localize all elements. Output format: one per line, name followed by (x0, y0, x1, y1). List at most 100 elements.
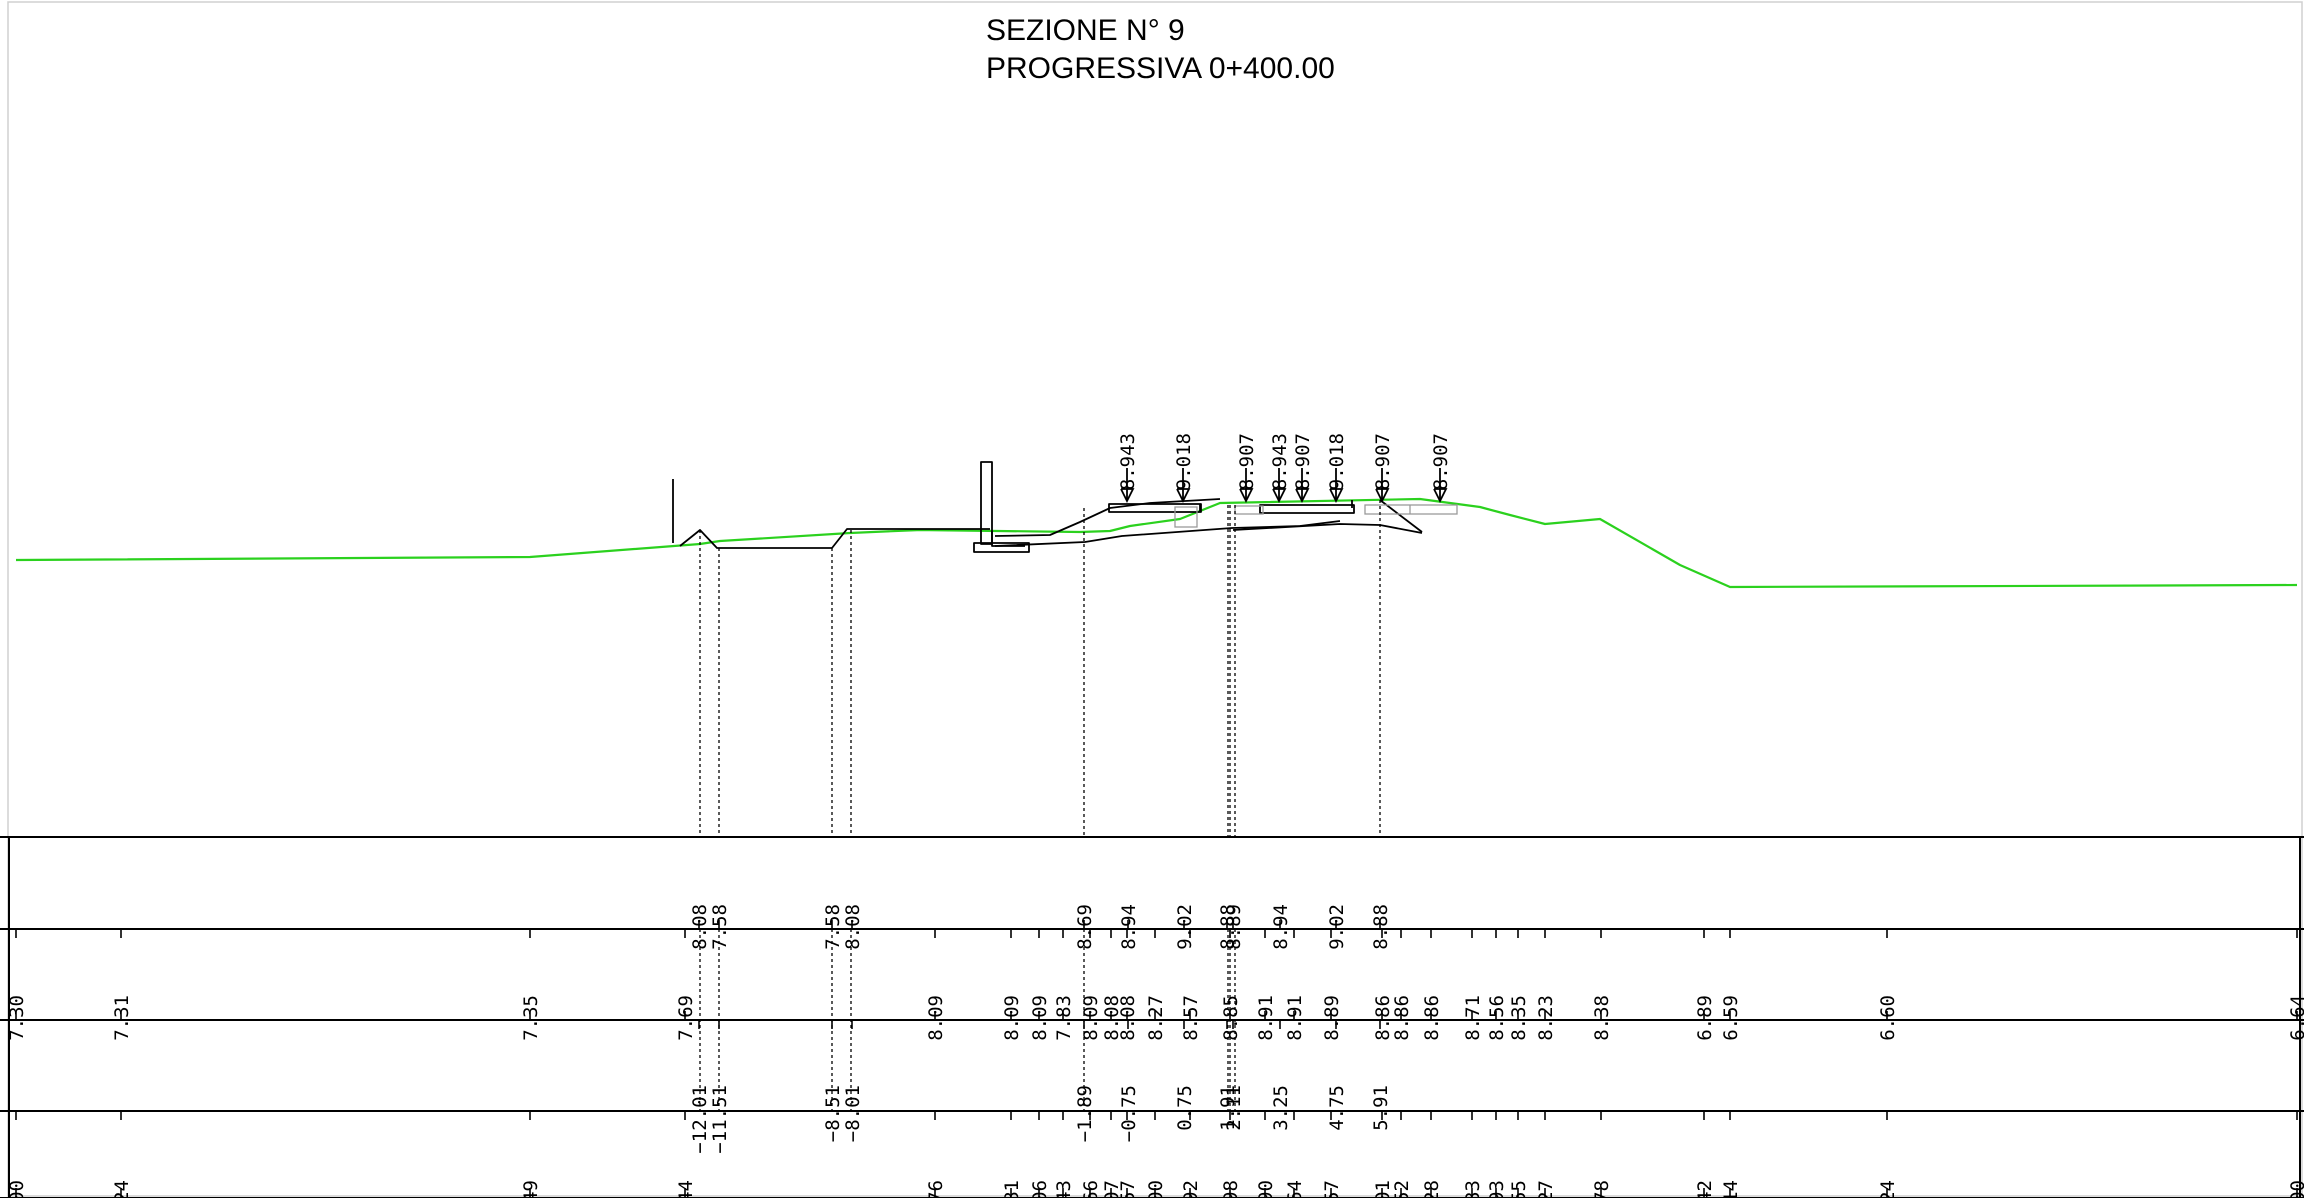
band-ground-elevations: 7.30 7.31 7.35 7.69 8.09 8.09 8.09 7.83 8.09 8.08… (6, 929, 2304, 1041)
ground-elevation-label: 8.91 (1284, 995, 1306, 1041)
band-project-elevations: 8.087.58 7.588.08 8.69 8.94 9.02 8.888.89 8.94… (689, 904, 1392, 950)
ground-elevation-label: 8.23 (1535, 995, 1557, 1041)
spot-elevation-label: 8.907 (1372, 433, 1394, 490)
ground-elevation-label: 8.86 (1421, 995, 1443, 1041)
ground-distance-label: −0.57 (1117, 1180, 1139, 1198)
ground-distance-label: −1.66 (1080, 1180, 1102, 1198)
ground-distance-label: 6.52 (1391, 1180, 1413, 1198)
project-distance-label: −0.75 (1118, 1085, 1140, 1142)
detail-box-left (1174, 506, 1198, 528)
ground-distance-label: −12.44 (675, 1180, 697, 1198)
ground-elevation-label: 7.35 (520, 995, 542, 1041)
ground-elevation-label: 8.85 (1220, 995, 1242, 1041)
project-distance-label: −8.01 (842, 1085, 864, 1142)
project-distance-label: −11.51 (709, 1085, 731, 1154)
ground-elevation-label: 8.27 (1145, 995, 1167, 1041)
ground-elevation-label: 8.91 (1255, 995, 1277, 1041)
ground-distance-label: 19.24 (1877, 1180, 1899, 1198)
spot-arrow-head (1272, 488, 1287, 504)
project-distance-label: −1.89 (1074, 1085, 1096, 1142)
spot-arrow-head (1239, 488, 1254, 504)
ground-distance-label: −3.81 (1001, 1180, 1023, 1198)
ground-elevation-label: 7.31 (111, 995, 133, 1041)
ground-distance-label: 8.93 (1486, 1180, 1508, 1198)
project-elevation-label: 7.58 (709, 904, 731, 950)
ground-elevation-label: 8.56 (1486, 995, 1508, 1041)
project-elevation-label: 8.69 (1074, 904, 1096, 950)
spot-elevation-arrows (1120, 468, 1448, 504)
ground-elevation-label: 8.57 (1180, 995, 1202, 1041)
ground-elevation-label: 8.71 (1462, 995, 1484, 1041)
ground-distance-label: 8.33 (1462, 1180, 1484, 1198)
data-bands (0, 836, 2304, 1198)
ground-elevation-label: 8.35 (1508, 995, 1530, 1041)
project-elevation-label: 8.08 (689, 904, 711, 950)
spot-elevation-label: 9.018 (1326, 433, 1348, 490)
ground-distance-label: 10.27 (1535, 1180, 1557, 1198)
ground-distance-label: 14.42 (1694, 1180, 1716, 1198)
spot-arrow-head (1176, 488, 1191, 504)
ground-distance-label: −16.49 (520, 1180, 542, 1198)
ground-distance-label: 3.64 (1284, 1180, 1306, 1198)
ground-distance-label: 0.92 (1180, 1180, 1202, 1198)
spot-arrow-head (1433, 488, 1448, 504)
project-distance-label: 3.25 (1270, 1085, 1292, 1131)
ground-distance-label: −30.00 (6, 1180, 28, 1198)
ramp-section (994, 498, 1221, 537)
ground-elevation-label: 7.30 (6, 995, 28, 1041)
ground-elevation-label: 8.09 (1029, 995, 1051, 1041)
road-base-left (994, 520, 1341, 547)
ground-distance-label: 4.57 (1321, 1180, 1343, 1198)
ground-distance-label: −1.07 (1101, 1180, 1123, 1198)
ground-distance-label: 15.14 (1720, 1180, 1742, 1198)
ground-distance-label: 30.00 (2287, 1180, 2304, 1198)
project-distance-label: 5.91 (1370, 1085, 1392, 1131)
spot-elevation-label: 9.018 (1173, 433, 1195, 490)
spot-elevation-label: 8.907 (1292, 433, 1314, 490)
project-elevation-label: 8.08 (842, 904, 864, 950)
project-elevation-label: 8.88 (1370, 904, 1392, 950)
detail-box-right (1364, 504, 1458, 515)
pavement-left (1108, 503, 1202, 513)
ground-distance-label: 6.01 (1372, 1180, 1394, 1198)
ground-elevation-label: 8.86 (1391, 995, 1413, 1041)
band-ground-distances: −30.00 −27.24 −16.49 −12.44 −5.76 −3.81 −3.06 −… (6, 1111, 2304, 1198)
ground-profile-line (15, 497, 2298, 589)
ground-distance-label: −27.24 (111, 1180, 133, 1198)
ground-elevation-label: 7.69 (675, 995, 697, 1041)
project-elevation-label: 8.94 (1118, 904, 1140, 950)
spot-arrow-head (1295, 488, 1310, 504)
ground-distance-label: −3.06 (1029, 1180, 1051, 1198)
ground-elevation-label: 8.86 (1372, 995, 1394, 1041)
ground-elevation-label: 6.89 (1694, 995, 1716, 1041)
chainage-title: PROGRESSIVA 0+400.00 (986, 52, 1335, 85)
spot-elevation-label: 8.943 (1269, 433, 1291, 490)
spot-elevation-label: 8.907 (1236, 433, 1258, 490)
spot-arrow-head (1375, 488, 1390, 504)
pavement-right (1259, 504, 1355, 514)
ground-elevation-label: 6.60 (1877, 995, 1899, 1041)
project-distance-label: 4.75 (1326, 1085, 1348, 1131)
structure-details (1174, 504, 1458, 528)
ground-distance-label: −5.76 (925, 1180, 947, 1198)
detail-box-middle (1234, 505, 1264, 515)
left-embankment (679, 528, 990, 549)
ground-elevation-label: 6.64 (2287, 995, 2304, 1041)
project-elevation-label: 9.02 (1326, 904, 1348, 950)
project-elevation-label: 8.94 (1270, 904, 1292, 950)
ground-elevation-label: 8.89 (1321, 995, 1343, 1041)
spot-arrow-head (1120, 488, 1135, 504)
project-distance-label: 1.91 (1217, 1085, 1239, 1131)
spot-elevation-label: 8.943 (1117, 433, 1139, 490)
ground-elevation-label: 8.09 (1001, 995, 1023, 1041)
ground-elevation-label: 8.38 (1591, 995, 1613, 1041)
ground-elevation-label: 8.08 (1117, 995, 1139, 1041)
ground-elevation-label: 8.09 (1080, 995, 1102, 1041)
project-elevation-label: 9.02 (1174, 904, 1196, 950)
kerb-footing (973, 542, 1030, 553)
project-elevation-label: 8.88 (1217, 904, 1239, 950)
road-base-right (1232, 523, 1423, 534)
band-project-distances: −12.01−11.51 −8.51−8.01 −1.89 −0.75 0.75 1.91… (689, 1020, 1392, 1154)
project-elevation-label: 8.89 (1223, 904, 1245, 950)
ground-distance-label: 9.55 (1508, 1180, 1530, 1198)
